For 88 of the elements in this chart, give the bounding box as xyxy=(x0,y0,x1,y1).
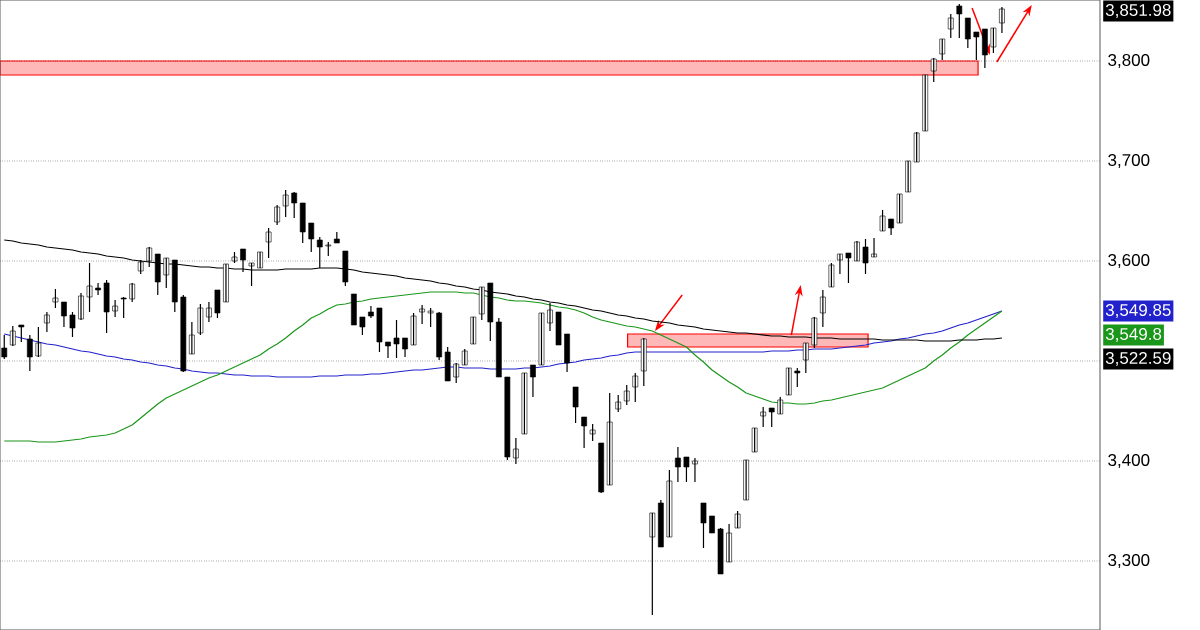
candlestick xyxy=(692,457,698,483)
candlestick xyxy=(623,384,630,406)
candlestick xyxy=(470,316,477,345)
candlestick xyxy=(308,222,315,253)
candlestick xyxy=(291,191,298,219)
text: 3,522.59 xyxy=(1105,351,1171,367)
candlestick xyxy=(95,282,101,296)
candlestick xyxy=(376,307,383,353)
candlestick xyxy=(495,317,502,378)
candlestick xyxy=(760,406,767,428)
candlestick xyxy=(368,305,374,319)
candlestick xyxy=(700,502,707,549)
candlestick xyxy=(359,316,366,336)
candlestick xyxy=(171,259,178,313)
candlestick xyxy=(896,193,903,224)
candlestick xyxy=(103,279,110,334)
y-tick-label: 3,600 xyxy=(1108,253,1150,269)
candlestick xyxy=(69,311,76,338)
candlestick xyxy=(265,227,272,259)
candlestick xyxy=(683,456,690,483)
candlestick xyxy=(879,209,886,232)
candlestick xyxy=(632,372,639,403)
candlestick xyxy=(393,319,400,359)
candlestick xyxy=(197,303,204,336)
candlestick xyxy=(922,74,929,132)
candlestick xyxy=(257,251,263,269)
candlestick xyxy=(964,17,971,49)
candlestick xyxy=(785,367,792,396)
candlestick xyxy=(86,262,93,313)
candlestick xyxy=(666,469,673,538)
candlestick xyxy=(794,367,801,388)
candlestick xyxy=(606,392,613,486)
candlestick xyxy=(299,202,306,244)
candlestick xyxy=(802,342,809,374)
candlestick xyxy=(947,13,954,39)
candlestick xyxy=(939,38,946,61)
candlestick xyxy=(768,407,775,428)
candlestick xyxy=(956,3,963,39)
candlestick xyxy=(837,253,843,275)
candlestick xyxy=(180,294,187,373)
candlestick xyxy=(913,131,920,163)
candlestick xyxy=(342,250,349,287)
candlestick xyxy=(120,296,127,319)
candlestick xyxy=(990,27,997,54)
candlestick xyxy=(478,286,485,321)
y-tick-label: 3,300 xyxy=(1108,553,1150,569)
candlestick xyxy=(828,262,835,288)
candlestick xyxy=(52,288,59,309)
candlestick xyxy=(223,263,229,303)
y-tick-label: 3,700 xyxy=(1108,153,1150,169)
candlestick xyxy=(453,362,460,384)
candlestick xyxy=(538,312,545,366)
candlestick xyxy=(555,311,562,346)
candlestick xyxy=(598,442,605,494)
text: 3,549.8 xyxy=(1105,327,1162,343)
candlestick xyxy=(419,304,425,325)
candlestick xyxy=(1,334,8,360)
candlestick xyxy=(743,459,749,501)
candlestick xyxy=(410,312,417,346)
candlestick xyxy=(35,326,42,358)
candlestick xyxy=(163,257,170,289)
candlestick xyxy=(26,334,33,372)
candlestick xyxy=(427,307,434,328)
y-tick-label: 3,400 xyxy=(1108,453,1150,469)
text: 3,851.98 xyxy=(1105,3,1171,19)
text: 3,549.85 xyxy=(1105,303,1171,319)
candlestick xyxy=(521,372,528,435)
candlestick xyxy=(751,427,758,453)
y-tick-label: 3,800 xyxy=(1108,53,1150,69)
candlestick xyxy=(444,346,451,382)
candlestick xyxy=(973,31,980,61)
candlestick xyxy=(572,386,579,424)
candlestick xyxy=(214,289,221,319)
candlestick xyxy=(709,515,715,534)
candlestick xyxy=(504,376,511,461)
candlestick xyxy=(385,341,391,359)
candlestick xyxy=(845,252,852,284)
candlestick xyxy=(905,160,911,193)
candlestick xyxy=(248,262,255,287)
candlestick xyxy=(862,238,869,275)
candlestick xyxy=(129,282,136,303)
candlestick xyxy=(640,337,647,387)
candlestick xyxy=(282,189,289,218)
candlestick xyxy=(146,246,153,268)
candlestick xyxy=(9,325,16,347)
candlestick xyxy=(871,237,877,258)
candlestick xyxy=(351,293,357,326)
candlestick xyxy=(154,253,161,296)
